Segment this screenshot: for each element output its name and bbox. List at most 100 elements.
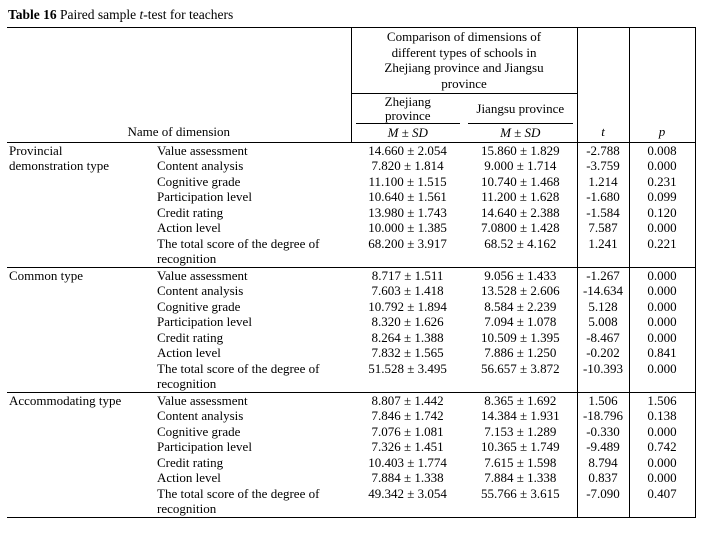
header-row-msd: M ± SD M ± SD xyxy=(7,124,695,143)
dimension-cell: Action level xyxy=(157,470,221,485)
jiangsu-msd-cell: 8.365 ± 1.692 xyxy=(484,392,557,408)
p-value-cell: 0.000 xyxy=(629,267,696,283)
group-label: Common type xyxy=(9,267,84,283)
table-row: Participation level 7.326 ± 1.451 10.365 ±… xyxy=(7,439,696,455)
zhejiang-msd-cell: 7.832 ± 1.565 xyxy=(371,345,444,360)
p-value-cell: 0.120 xyxy=(629,204,696,220)
t-value-cell: -18.796 xyxy=(576,408,630,424)
table-row: Content analysis 7.820 ± 1.814 9.000 ± 1.7… xyxy=(7,158,696,174)
table-row: Credit rating 13.980 ± 1.743 14.640 ± 2.38… xyxy=(7,204,696,220)
table-row: Cognitive grade 7.076 ± 1.081 7.153 ± 1.28… xyxy=(7,423,696,439)
zhejiang-msd-cell: 51.528 ± 3.495 xyxy=(351,360,465,393)
zhejiang-msd-cell: 10.000 ± 1.385 xyxy=(368,220,447,235)
t-value-cell: -3.759 xyxy=(576,158,630,174)
p-value-cell: 0.000 xyxy=(629,329,696,345)
jiangsu-msd-cell: 8.584 ± 2.239 xyxy=(484,298,557,314)
zhejiang-msd-cell: 10.792 ± 1.894 xyxy=(368,298,447,314)
table-row: The total score of the degree of recogni… xyxy=(7,360,696,393)
jiangsu-msd-cell: 15.860 ± 1.829 xyxy=(480,142,560,158)
paired-t-test-table: Name of dimension Comparison of dimensio… xyxy=(7,27,696,518)
t-value-cell: 8.794 xyxy=(576,454,630,470)
table-row: Cognitive grade 10.792 ± 1.894 8.584 ± 2.2… xyxy=(7,298,696,314)
jiangsu-province-underline: Jiangsu province xyxy=(468,94,573,124)
caption-text-2: -test for teachers xyxy=(143,7,234,22)
zhejiang-msd-cell: 10.403 ± 1.774 xyxy=(368,454,447,470)
t-value-cell: -10.393 xyxy=(576,360,630,393)
jiangsu-msd-cell: 9.056 ± 1.433 xyxy=(484,267,557,283)
jiangsu-province-label: Jiangsu province xyxy=(476,100,565,116)
t-value-cell: -14.634 xyxy=(576,283,630,299)
p-value-cell: 0.000 xyxy=(629,158,696,174)
jiangsu-msd-header: M ± SD xyxy=(464,124,578,143)
p-value-cell: 0.000 xyxy=(629,283,696,299)
t-value-cell: 7.587 xyxy=(576,220,630,236)
caption-italic-t: t xyxy=(139,7,144,22)
group-label-cell: Provincial demonstration type xyxy=(7,142,155,268)
jiangsu-msd-cell: 68.52 ± 4.162 xyxy=(464,235,578,268)
jiangsu-msd-cell: 11.200 ± 1.628 xyxy=(481,189,560,204)
t-value-cell: -2.788 xyxy=(576,142,630,158)
table-row: Action level 7.884 ± 1.338 7.884 ± 1.338 0.… xyxy=(7,470,696,486)
p-value-cell: 0.841 xyxy=(629,345,696,361)
zhejiang-msd-cell: 8.264 ± 1.388 xyxy=(371,329,444,345)
group-label: Accommodating type xyxy=(9,392,122,408)
t-column-header: t xyxy=(576,27,630,143)
table-row: Cognitive grade 11.100 ± 1.515 10.740 ± 1.… xyxy=(7,173,696,189)
table-row: The total score of the degree of recogni… xyxy=(7,485,696,518)
table-row: Participation level 10.640 ± 1.561 11.200 … xyxy=(7,189,696,205)
comparison-title-header: Comparison of dimensions of different ty… xyxy=(350,27,578,94)
t-value-cell: 5.128 xyxy=(576,298,630,314)
jiangsu-msd-cell: 7.615 ± 1.598 xyxy=(484,454,557,470)
dimension-cell: Content analysis xyxy=(157,158,244,173)
table-row: Action level 7.832 ± 1.565 7.886 ± 1.250 -0… xyxy=(7,345,696,361)
zhejiang-province-label: Zhejiang province xyxy=(384,93,431,123)
p-value-cell: 0.000 xyxy=(629,423,696,439)
paper-page: Table 16 Paired sample t-test for teache… xyxy=(7,5,696,518)
p-value-cell: 0.221 xyxy=(629,235,696,268)
jiangsu-msd-cell: 7.886 ± 1.250 xyxy=(484,345,557,360)
dimension-cell: Cognitive grade xyxy=(157,423,241,439)
p-value-cell: 0.000 xyxy=(629,360,696,393)
dimension-cell: Value assessment xyxy=(157,267,248,283)
dimension-cell: The total score of the degree of recogni… xyxy=(155,235,352,268)
zhejiang-msd-cell: 11.100 ± 1.515 xyxy=(368,173,447,189)
dimension-cell: Credit rating xyxy=(157,329,224,345)
table-caption: Table 16 Paired sample t-test for teache… xyxy=(7,5,695,27)
t-value-cell: 1.506 xyxy=(576,392,630,408)
table-number: Table 16 xyxy=(8,7,57,22)
dimension-cell: Cognitive grade xyxy=(157,298,241,314)
p-value-cell: 0.000 xyxy=(629,454,696,470)
jiangsu-province-header: Jiangsu province xyxy=(464,94,577,124)
table-row: The total score of the degree of recogni… xyxy=(7,235,696,268)
header-row-span: Name of dimension Comparison of dimensio… xyxy=(7,27,696,143)
caption-text-1: Paired sample xyxy=(56,7,140,22)
t-value-cell: 0.837 xyxy=(576,470,630,486)
dimension-cell: The total score of the degree of recogni… xyxy=(155,360,352,393)
table-row: Content analysis 7.846 ± 1.742 14.384 ± 1.… xyxy=(7,408,696,424)
dimension-cell: Participation level xyxy=(157,314,252,329)
dimension-cell: Participation level xyxy=(157,439,252,454)
zhejiang-msd-cell: 7.846 ± 1.742 xyxy=(371,408,444,423)
header-row-provinces: Zhejiang province Jiangsu province xyxy=(7,93,695,124)
jiangsu-msd-cell: 7.884 ± 1.338 xyxy=(484,470,557,485)
dimension-cell: Cognitive grade xyxy=(157,173,241,189)
t-value-cell: 1.214 xyxy=(576,173,630,189)
dimension-cell: Action level xyxy=(157,220,221,235)
table-body: Provincial demonstration type Value asses… xyxy=(7,142,696,518)
zhejiang-msd-cell: 13.980 ± 1.743 xyxy=(368,204,447,220)
t-value-cell: -0.202 xyxy=(576,345,630,361)
p-value-cell: 0.000 xyxy=(629,314,696,330)
zhejiang-msd-cell: 8.807 ± 1.442 xyxy=(371,392,444,408)
t-value-cell: -9.489 xyxy=(576,439,630,455)
zhejiang-msd-cell: 10.640 ± 1.561 xyxy=(368,189,447,204)
table-row: Credit rating 8.264 ± 1.388 10.509 ± 1.395… xyxy=(7,329,696,345)
dimension-cell: Value assessment xyxy=(157,392,248,408)
jiangsu-msd-cell: 7.094 ± 1.078 xyxy=(484,314,557,329)
jiangsu-msd-cell: 10.740 ± 1.468 xyxy=(480,173,560,189)
jiangsu-msd-cell: 9.000 ± 1.714 xyxy=(484,158,557,173)
jiangsu-msd-cell: 55.766 ± 3.615 xyxy=(464,485,578,518)
table-row: Credit rating 10.403 ± 1.774 7.615 ± 1.598… xyxy=(7,454,696,470)
name-of-dimension-header: Name of dimension xyxy=(7,27,352,143)
jiangsu-msd-cell: 7.153 ± 1.289 xyxy=(484,423,557,439)
zhejiang-msd-cell: 7.603 ± 1.418 xyxy=(371,283,444,298)
